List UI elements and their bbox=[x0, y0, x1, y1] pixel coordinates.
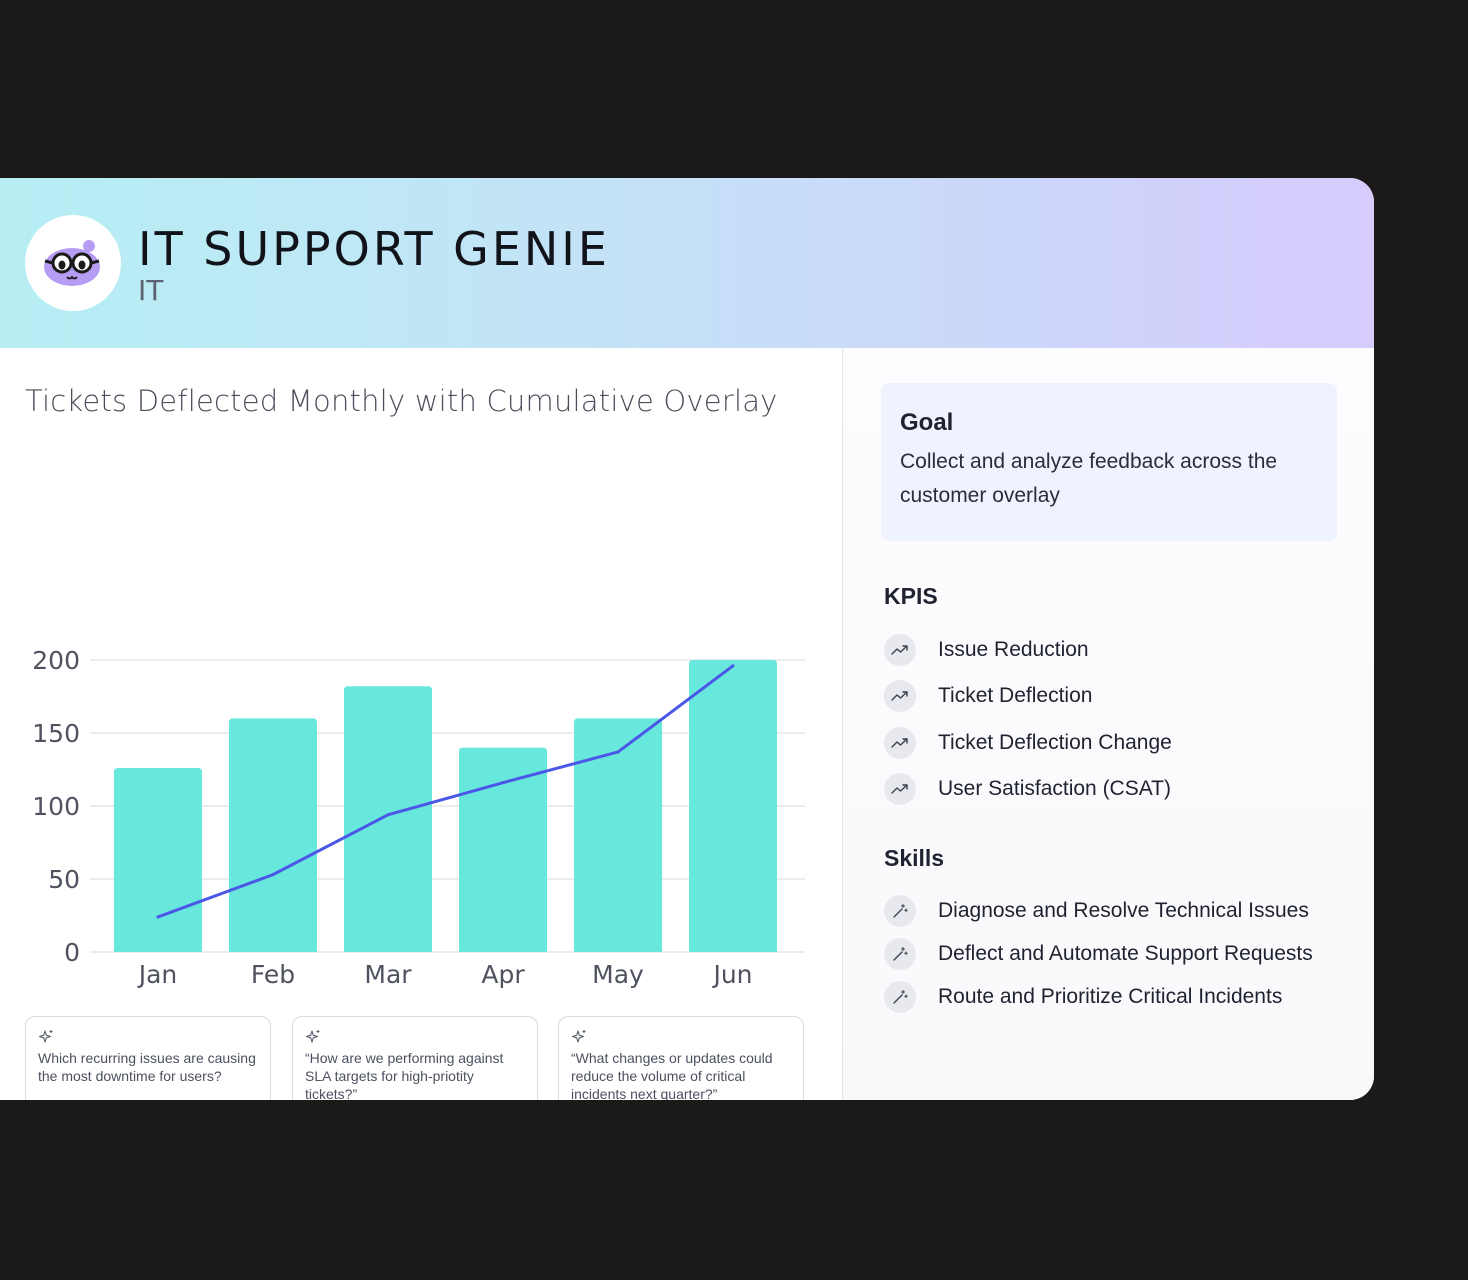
trend-up-icon bbox=[891, 691, 908, 701]
line-point bbox=[386, 813, 390, 817]
pane-divider bbox=[842, 348, 843, 1100]
skill-item: Deflect and Automate Support Requests bbox=[884, 938, 1313, 970]
skill-item: Route and Prioritize Critical Incidents bbox=[884, 981, 1282, 1013]
skill-label: Route and Prioritize Critical Incidents bbox=[938, 985, 1283, 1008]
x-tick-label: Feb bbox=[251, 960, 295, 989]
bar bbox=[229, 718, 317, 952]
y-tick-label: 100 bbox=[32, 792, 80, 821]
x-tick-label: Jan bbox=[137, 960, 178, 989]
magic-wand-icon bbox=[893, 903, 908, 918]
line-point bbox=[271, 873, 275, 877]
prompt-text: Which recurring issues are causing the m… bbox=[38, 1050, 256, 1084]
skills-heading: Skills bbox=[884, 845, 945, 871]
magic-wand-icon bbox=[893, 946, 908, 961]
avatar bbox=[25, 215, 121, 311]
trend-up-icon bbox=[891, 645, 908, 655]
line-point bbox=[156, 915, 160, 919]
suggested-prompt[interactable]: Which recurring issues are causing the m… bbox=[25, 1016, 271, 1100]
kpi-item: Ticket Deflection Change bbox=[884, 727, 1172, 759]
y-tick-label: 50 bbox=[48, 865, 80, 894]
sparkle-icon bbox=[305, 1030, 320, 1043]
cumulative-line bbox=[156, 664, 735, 919]
x-tick-label: May bbox=[592, 960, 644, 989]
prompt-text: “What changes or updates could reduce th… bbox=[571, 1050, 773, 1100]
suggested-prompt[interactable]: “What changes or updates could reduce th… bbox=[558, 1016, 804, 1100]
app-title: IT SUPPORT GENIE bbox=[138, 222, 610, 276]
kpi-label: Issue Reduction bbox=[938, 638, 1089, 661]
kpi-item: Issue Reduction bbox=[884, 634, 1089, 666]
suggested-prompt[interactable]: “How are we performing against SLA targe… bbox=[292, 1016, 538, 1100]
bar bbox=[344, 686, 432, 952]
kpi-item: Ticket Deflection bbox=[884, 680, 1092, 712]
bar bbox=[689, 660, 777, 952]
trend-up-icon bbox=[891, 738, 908, 748]
x-tick-label: Mar bbox=[364, 960, 412, 989]
card-header: IT SUPPORT GENIE IT bbox=[0, 178, 1374, 348]
magic-wand-icon bbox=[893, 989, 908, 1004]
line-point bbox=[501, 781, 505, 785]
kpi-item: User Satisfaction (CSAT) bbox=[884, 773, 1171, 805]
kpi-label: User Satisfaction (CSAT) bbox=[938, 777, 1171, 800]
skill-item: Diagnose and Resolve Technical Issues bbox=[884, 895, 1309, 927]
kpi-label: Ticket Deflection Change bbox=[938, 731, 1172, 754]
skill-label: Diagnose and Resolve Technical Issues bbox=[938, 899, 1309, 922]
prompt-text: “How are we performing against SLA targe… bbox=[305, 1050, 504, 1100]
goal-box: Goal Collect and analyze feedback across… bbox=[881, 383, 1337, 541]
x-tick-label: Jun bbox=[711, 960, 752, 989]
trend-up-icon bbox=[891, 784, 908, 794]
details-pane: Goal Collect and analyze feedback across… bbox=[843, 348, 1374, 1100]
chart: 0 50 100 150 200 Jan Feb Mar Apr May Jun bbox=[32, 646, 805, 989]
bar bbox=[574, 718, 662, 952]
line-point bbox=[731, 664, 735, 668]
y-tick-label: 200 bbox=[32, 646, 80, 675]
sparkle-icon bbox=[38, 1030, 53, 1043]
kpis-heading: KPIS bbox=[884, 583, 938, 609]
glasses-mascot-icon bbox=[44, 240, 100, 286]
line-point bbox=[616, 750, 620, 754]
agent-card: IT SUPPORT GENIE IT Tickets Deflected Mo… bbox=[0, 178, 1374, 1100]
y-tick-label: 150 bbox=[32, 719, 80, 748]
goal-text: Collect and analyze feedback across the … bbox=[900, 450, 1278, 507]
chart-title: Tickets Deflected Monthly with Cumulativ… bbox=[25, 384, 778, 418]
skill-label: Deflect and Automate Support Requests bbox=[938, 942, 1313, 965]
goal-heading: Goal bbox=[900, 409, 954, 436]
app-subtitle: IT bbox=[138, 274, 164, 307]
sparkle-icon bbox=[571, 1030, 586, 1043]
bar bbox=[114, 768, 202, 952]
chat-pane: Tickets Deflected Monthly with Cumulativ… bbox=[0, 348, 842, 1100]
x-tick-label: Apr bbox=[481, 960, 525, 989]
bar bbox=[459, 747, 547, 952]
kpi-label: Ticket Deflection bbox=[938, 684, 1093, 707]
y-tick-label: 0 bbox=[64, 938, 80, 967]
